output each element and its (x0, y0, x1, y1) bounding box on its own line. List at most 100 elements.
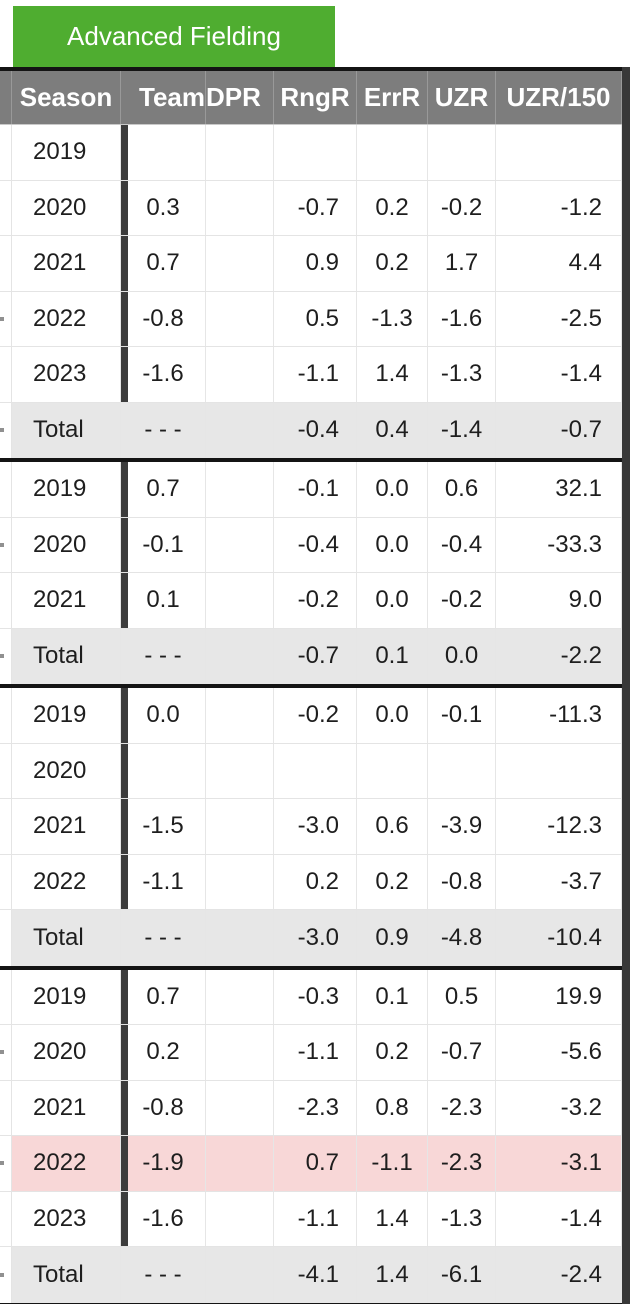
cell-errr: 0.1 (357, 628, 428, 684)
cell-uzr150: -11.3 (496, 688, 622, 743)
season-row: 2022 -0.8 0.5 -1.3 -1.6 -2.5 (0, 291, 630, 347)
player-section: 2019 2020 0.3 -0.7 0.2 -0.2 -1.2 2021 0.7 0.9 0.2 1… (0, 125, 630, 462)
total-row: Total - - - -0.7 0.1 0.0 -2.2 (0, 628, 630, 684)
cell-errr: 0.6 (357, 799, 428, 854)
cell-season: 2019 (12, 969, 121, 1024)
cell-team: 0.7 (121, 236, 206, 291)
cell-dpr (206, 1191, 274, 1246)
cell-season: 2019 (12, 462, 121, 517)
left-cutoff-cell (0, 688, 12, 743)
cell-team (121, 125, 206, 180)
cell-rngr (274, 743, 357, 798)
cell-dpr (206, 1136, 274, 1191)
cell-uzr: -0.4 (428, 517, 496, 572)
cell-season: Total (12, 1247, 121, 1303)
cell-rngr: -0.7 (274, 628, 357, 684)
cell-season: 2020 (12, 180, 121, 235)
cell-season: Total (12, 628, 121, 684)
cell-season: Total (12, 402, 121, 458)
cell-team: -0.1 (121, 517, 206, 572)
cell-team: - - - (121, 910, 206, 966)
season-row: 2019 0.7 -0.3 0.1 0.5 19.9 (0, 969, 630, 1025)
cell-season: 2023 (12, 347, 121, 402)
cell-uzr150: -10.4 (496, 910, 622, 966)
cell-dpr (206, 517, 274, 572)
cell-uzr150: -3.7 (496, 854, 622, 909)
cell-season: 2021 (12, 799, 121, 854)
column-header-dpr[interactable]: DPR (206, 71, 274, 124)
cell-uzr: -4.8 (428, 910, 496, 966)
cell-rngr: -3.0 (274, 799, 357, 854)
cell-dpr (206, 180, 274, 235)
cell-rngr: -0.1 (274, 462, 357, 517)
tab-advanced-fielding[interactable]: Advanced Fielding (13, 6, 335, 67)
cell-team: -0.8 (121, 291, 206, 346)
cell-uzr: -1.4 (428, 402, 496, 458)
column-header-rngr[interactable]: RngR (274, 71, 357, 124)
cell-uzr (428, 125, 496, 180)
cell-season: 2021 (12, 1080, 121, 1135)
cell-team: -1.5 (121, 799, 206, 854)
cell-dpr (206, 1247, 274, 1303)
cell-season: 2020 (12, 517, 121, 572)
cell-season: 2020 (12, 1025, 121, 1080)
player-section: 2019 0.0 -0.2 0.0 -0.1 -11.3 2020 2021 -1.5 -3.0 0… (0, 688, 630, 970)
cell-rngr: 0.7 (274, 1136, 357, 1191)
cell-rngr: 0.5 (274, 291, 357, 346)
cell-season: 2022 (12, 291, 121, 346)
cell-uzr150: -1.2 (496, 180, 622, 235)
cell-dpr (206, 743, 274, 798)
cell-season: 2019 (12, 125, 121, 180)
cell-team: 0.7 (121, 462, 206, 517)
cell-rngr: -0.4 (274, 402, 357, 458)
total-row: Total - - - -4.1 1.4 -6.1 -2.4 (0, 1247, 630, 1303)
cell-season: 2023 (12, 1191, 121, 1246)
left-cutoff-cell (0, 969, 12, 1024)
cell-errr (357, 743, 428, 798)
cell-uzr150: -1.4 (496, 347, 622, 402)
cell-errr: 0.0 (357, 517, 428, 572)
cell-dpr (206, 236, 274, 291)
advanced-fielding-table[interactable]: Season Team DPR RngR ErrR UZR UZR/150 2019 2020… (0, 67, 630, 1304)
cell-season: Total (12, 910, 121, 966)
season-row: 2021 0.7 0.9 0.2 1.7 4.4 (0, 236, 630, 292)
cell-uzr150: 32.1 (496, 462, 622, 517)
left-cutoff-cell (0, 628, 12, 684)
left-cutoff-cell (0, 743, 12, 798)
cell-rngr: -4.1 (274, 1247, 357, 1303)
column-header-uzr150[interactable]: UZR/150 (496, 71, 622, 124)
left-cutoff-cell (0, 462, 12, 517)
cell-uzr: 0.0 (428, 628, 496, 684)
cell-errr: 0.1 (357, 969, 428, 1024)
column-header-errr[interactable]: ErrR (357, 71, 428, 124)
cell-uzr: 1.7 (428, 236, 496, 291)
cell-uzr: -1.6 (428, 291, 496, 346)
cell-uzr: -2.3 (428, 1136, 496, 1191)
cell-dpr (206, 573, 274, 628)
player-section: 2019 0.7 -0.1 0.0 0.6 32.1 2020 -0.1 -0.4 0.0 -0.4… (0, 462, 630, 688)
cell-rngr: -2.3 (274, 1080, 357, 1135)
left-cutoff-cell (0, 517, 12, 572)
left-cutoff-cell (0, 910, 12, 966)
column-header-team[interactable]: Team (121, 71, 206, 124)
column-header-uzr[interactable]: UZR (428, 71, 496, 124)
cell-dpr (206, 854, 274, 909)
table-header: Season Team DPR RngR ErrR UZR UZR/150 (0, 71, 630, 125)
cell-errr: 0.0 (357, 462, 428, 517)
cell-rngr: -1.1 (274, 1025, 357, 1080)
cell-uzr150: 4.4 (496, 236, 622, 291)
cell-uzr: -0.2 (428, 573, 496, 628)
player-section: 2019 0.7 -0.3 0.1 0.5 19.9 2020 0.2 -1.1 0.2 -0.7-… (0, 969, 630, 1304)
cell-rngr: -1.1 (274, 1191, 357, 1246)
left-cutoff-cell (0, 573, 12, 628)
left-cutoff-cell (0, 799, 12, 854)
cell-rngr (274, 125, 357, 180)
cell-errr: 1.4 (357, 1247, 428, 1303)
column-header-season[interactable]: Season (12, 71, 121, 124)
cell-team: 0.3 (121, 180, 206, 235)
cell-season: 2021 (12, 573, 121, 628)
cell-uzr150: -2.4 (496, 1247, 622, 1303)
tab-bar: Advanced Fielding (0, 0, 630, 67)
left-cutoff-cell (0, 1136, 12, 1191)
